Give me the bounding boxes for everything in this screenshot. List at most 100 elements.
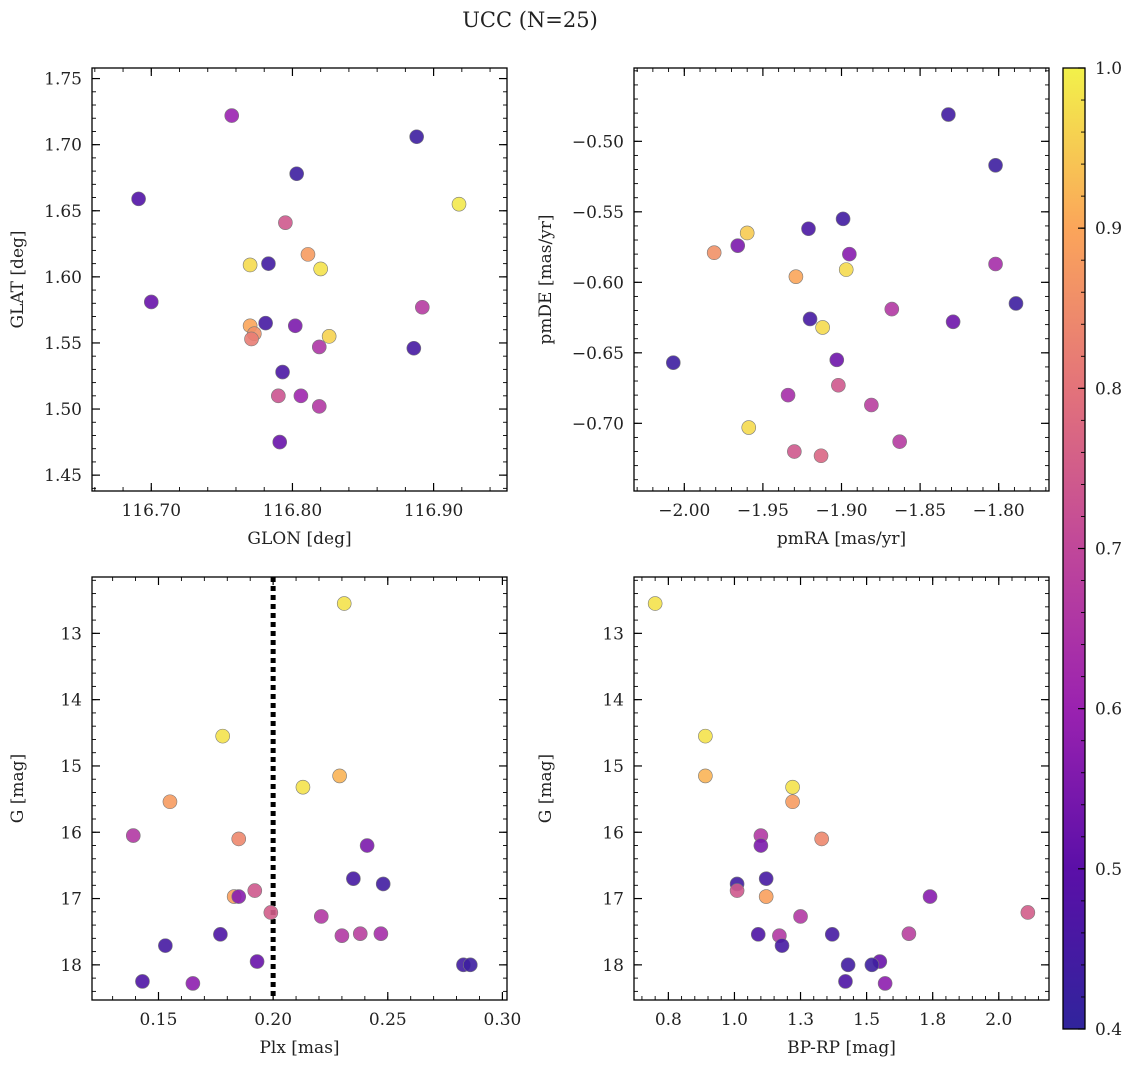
data-point bbox=[258, 315, 273, 331]
data-point bbox=[231, 831, 247, 847]
y-tick-label: 1.60 bbox=[44, 268, 82, 288]
data-point bbox=[901, 926, 917, 941]
y-tick-label: 18 bbox=[60, 956, 82, 976]
data-point bbox=[275, 364, 290, 380]
data-point bbox=[1020, 905, 1036, 920]
data-point bbox=[311, 339, 327, 355]
y-tick-label: −0.70 bbox=[572, 414, 624, 434]
x-tick-label: 116.90 bbox=[404, 501, 463, 521]
data-point bbox=[864, 397, 879, 413]
data-point bbox=[272, 434, 288, 450]
x-tick-label: −2.00 bbox=[658, 501, 710, 521]
colorbar-tick-label: 0.8 bbox=[1095, 379, 1122, 399]
x-tick-label: 0.8 bbox=[655, 1010, 682, 1030]
data-point bbox=[463, 957, 478, 973]
y-tick-label: −0.60 bbox=[572, 273, 624, 293]
colorbar-gradient bbox=[1063, 68, 1085, 1029]
y-tick-label: 14 bbox=[602, 691, 624, 711]
data-point bbox=[409, 129, 424, 145]
data-point bbox=[135, 974, 150, 989]
y-tick-label: 17 bbox=[60, 890, 82, 910]
y-axis-label: pmDE [mas/yr] bbox=[536, 214, 556, 344]
data-point bbox=[750, 927, 766, 942]
panel-glon-glat: 116.70 116.80 116.90 1.45 1.50 1.55 1.60 1.65 1.… bbox=[8, 67, 508, 549]
data-point bbox=[922, 889, 938, 904]
data-point bbox=[224, 108, 240, 123]
y-tick-label: 15 bbox=[60, 757, 82, 777]
data-point bbox=[758, 889, 774, 904]
data-point bbox=[373, 926, 389, 941]
figure-title: UCC (N=25) bbox=[462, 8, 598, 32]
data-point bbox=[247, 883, 263, 898]
data-point bbox=[375, 876, 391, 892]
data-point bbox=[313, 261, 328, 277]
data-point bbox=[988, 256, 1003, 272]
y-tick-label: 1.70 bbox=[44, 136, 82, 156]
data-point bbox=[802, 311, 818, 327]
colorbar-tick-label: 0.5 bbox=[1095, 860, 1122, 880]
data-point bbox=[271, 388, 286, 404]
y-tick-label: −0.65 bbox=[572, 344, 624, 364]
y-tick-label: 1.45 bbox=[44, 466, 82, 486]
data-point bbox=[359, 838, 375, 853]
x-tick-label: 2.0 bbox=[985, 1010, 1012, 1030]
data-point bbox=[729, 883, 745, 898]
data-point bbox=[231, 889, 247, 904]
data-point bbox=[758, 871, 774, 886]
data-point bbox=[741, 420, 757, 435]
data-point bbox=[647, 596, 663, 611]
x-axis-label: pmRA [mas/yr] bbox=[777, 529, 906, 549]
data-point bbox=[941, 107, 956, 122]
x-tick-label: 0.15 bbox=[140, 1010, 178, 1030]
data-point bbox=[801, 221, 816, 237]
data-point bbox=[842, 246, 857, 262]
x-tick-label: 1.0 bbox=[721, 1010, 748, 1030]
x-axis-label: GLON [deg] bbox=[247, 529, 351, 549]
data-point bbox=[334, 928, 350, 943]
x-tick-label: 116.80 bbox=[263, 501, 322, 521]
data-point bbox=[815, 320, 830, 335]
x-axis-label: Plx [mas] bbox=[259, 1038, 339, 1058]
data-point bbox=[945, 314, 961, 330]
x-tick-label: 1.5 bbox=[853, 1010, 880, 1030]
data-point bbox=[780, 387, 796, 403]
x-tick-label: 0.30 bbox=[483, 1010, 521, 1030]
x-tick-label: 1.3 bbox=[787, 1010, 814, 1030]
data-point bbox=[295, 779, 311, 795]
data-point bbox=[263, 905, 279, 920]
axes-frame bbox=[633, 67, 1050, 492]
data-point bbox=[336, 596, 352, 611]
data-point bbox=[352, 926, 368, 941]
data-point bbox=[213, 927, 228, 942]
data-point bbox=[706, 245, 722, 261]
data-point bbox=[838, 974, 853, 989]
data-point bbox=[215, 728, 230, 744]
axes-frame bbox=[633, 576, 1050, 1001]
x-tick-label: 0.20 bbox=[254, 1010, 292, 1030]
panel-bprp-g: 0.8 1.0 1.3 1.5 1.8 2.0 13 14 15 16 17 18 BP-RP [mag… bbox=[536, 576, 1050, 1058]
y-axis-label: GLAT [deg] bbox=[8, 230, 28, 328]
axes-frame bbox=[91, 576, 508, 1001]
data-point bbox=[289, 166, 304, 182]
data-point bbox=[311, 399, 327, 414]
y-tick-label: 13 bbox=[602, 624, 624, 644]
data-point bbox=[884, 301, 900, 317]
x-tick-label: −1.95 bbox=[737, 501, 789, 521]
data-point bbox=[321, 329, 337, 344]
y-tick-label: 1.75 bbox=[44, 70, 82, 90]
colorbar-tick-label: 0.7 bbox=[1095, 540, 1122, 560]
y-tick-label: 14 bbox=[60, 691, 82, 711]
y-axis-label: G [mag] bbox=[536, 754, 556, 823]
y-tick-label: 13 bbox=[60, 624, 82, 644]
y-tick-label: 18 bbox=[602, 956, 624, 976]
data-point bbox=[287, 318, 303, 334]
x-tick-label: 0.25 bbox=[369, 1010, 407, 1030]
y-tick-label: 15 bbox=[602, 757, 624, 777]
data-point bbox=[840, 957, 856, 973]
data-point bbox=[838, 262, 854, 277]
data-point bbox=[698, 768, 713, 784]
data-point bbox=[293, 388, 309, 404]
y-tick-label: 1.50 bbox=[44, 400, 82, 420]
data-point bbox=[739, 225, 755, 241]
